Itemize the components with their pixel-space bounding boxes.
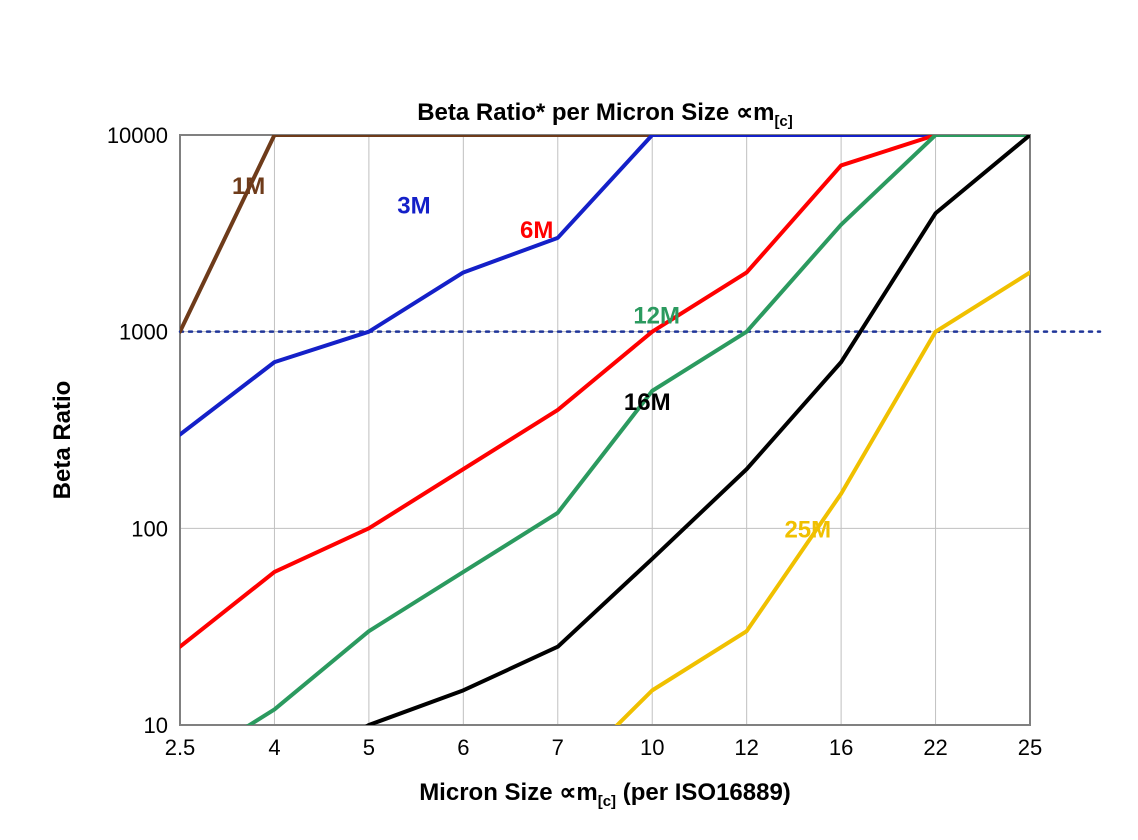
y-tick-label: 10000 [107, 123, 168, 148]
x-tick-label: 4 [268, 735, 280, 760]
x-tick-label: 7 [552, 735, 564, 760]
x-tick-label: 12 [734, 735, 758, 760]
x-tick-label: 22 [923, 735, 947, 760]
x-tick-label: 5 [363, 735, 375, 760]
y-tick-label: 100 [131, 516, 168, 541]
y-axis-label: Beta Ratio [49, 381, 76, 500]
series-label-25M: 25M [784, 516, 831, 543]
x-tick-label: 6 [457, 735, 469, 760]
chart-svg: 2.5 4 5 6 7 10 12 16 22 25 10 100 1000 10000 1M 3M 6M 12M… [0, 0, 1138, 840]
y-tick-label: 10 [144, 713, 168, 738]
series-label-6M: 6M [520, 217, 553, 244]
x-tick-label: 16 [829, 735, 853, 760]
series-label-12M: 12M [633, 303, 680, 330]
x-tick-label: 2.5 [165, 735, 196, 760]
x-tick-label: 25 [1018, 735, 1042, 760]
series-label-1M: 1M [232, 173, 265, 200]
series-label-3M: 3M [397, 192, 430, 219]
series-label-16M: 16M [624, 389, 671, 416]
x-tick-label: 10 [640, 735, 664, 760]
chart-title: Beta Ratio* per Micron Size ∝m[c] [417, 99, 793, 130]
y-tick-label: 1000 [119, 320, 168, 345]
beta-ratio-chart: 2.5 4 5 6 7 10 12 16 22 25 10 100 1000 10000 1M 3M 6M 12M… [0, 0, 1138, 840]
